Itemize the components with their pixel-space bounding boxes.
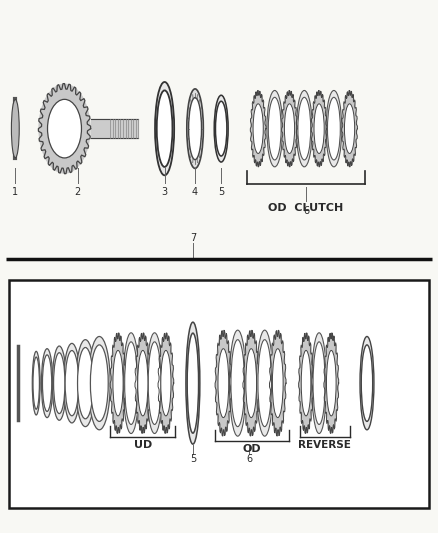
Ellipse shape [342,91,357,167]
Ellipse shape [299,333,314,433]
Ellipse shape [42,349,53,418]
Ellipse shape [157,91,173,167]
Ellipse shape [258,340,272,426]
Ellipse shape [113,350,123,416]
Ellipse shape [361,345,373,422]
Ellipse shape [158,333,174,433]
Ellipse shape [138,350,148,416]
Text: 3: 3 [162,187,168,197]
Text: OD: OD [242,444,261,454]
Ellipse shape [251,91,266,167]
Ellipse shape [53,353,65,414]
Ellipse shape [110,333,126,433]
Ellipse shape [326,91,342,167]
Ellipse shape [52,346,66,420]
Ellipse shape [33,357,39,409]
Ellipse shape [76,340,95,426]
Ellipse shape [344,104,355,154]
Ellipse shape [32,351,40,415]
Ellipse shape [215,330,232,436]
Ellipse shape [155,82,174,175]
Ellipse shape [161,350,171,416]
Ellipse shape [267,91,283,167]
Bar [9,280,429,508]
Ellipse shape [328,98,340,160]
Ellipse shape [148,342,161,424]
Ellipse shape [90,345,108,422]
Text: OD  CLUTCH: OD CLUTCH [268,203,344,213]
Ellipse shape [311,91,327,167]
Ellipse shape [268,98,281,160]
Text: 2: 2 [74,187,81,197]
Ellipse shape [215,101,227,156]
Ellipse shape [65,351,79,416]
Ellipse shape [284,104,295,154]
Ellipse shape [246,349,257,418]
Ellipse shape [256,330,273,436]
Ellipse shape [187,89,203,168]
Text: 1: 1 [12,187,18,197]
Ellipse shape [214,95,228,162]
Text: 6: 6 [247,454,253,464]
Ellipse shape [186,322,200,444]
Ellipse shape [47,99,81,158]
Text: 7: 7 [190,232,196,243]
Ellipse shape [231,340,244,426]
Ellipse shape [314,104,324,154]
Ellipse shape [39,84,91,174]
Ellipse shape [297,91,312,167]
Text: 5: 5 [218,187,224,197]
Ellipse shape [189,98,201,160]
Ellipse shape [78,348,93,419]
Text: UD: UD [134,440,152,450]
Ellipse shape [312,333,326,433]
Ellipse shape [125,342,138,424]
Ellipse shape [187,333,198,433]
Text: 5: 5 [190,454,196,464]
Ellipse shape [64,343,80,423]
Ellipse shape [301,350,311,416]
Ellipse shape [324,333,339,433]
Ellipse shape [360,336,374,430]
Ellipse shape [326,350,336,416]
Ellipse shape [123,333,139,433]
Text: 6: 6 [303,206,309,215]
Ellipse shape [88,336,110,430]
Ellipse shape [298,98,311,160]
Ellipse shape [230,330,246,436]
Ellipse shape [243,330,259,436]
Text: REVERSE: REVERSE [298,440,351,450]
Ellipse shape [135,333,151,433]
Ellipse shape [272,349,283,418]
Ellipse shape [269,330,286,436]
Ellipse shape [218,349,229,418]
Ellipse shape [11,100,19,158]
Text: 4: 4 [192,187,198,197]
Ellipse shape [253,104,263,154]
Ellipse shape [313,342,325,424]
Ellipse shape [282,91,297,167]
Ellipse shape [42,355,52,411]
Ellipse shape [147,333,162,433]
